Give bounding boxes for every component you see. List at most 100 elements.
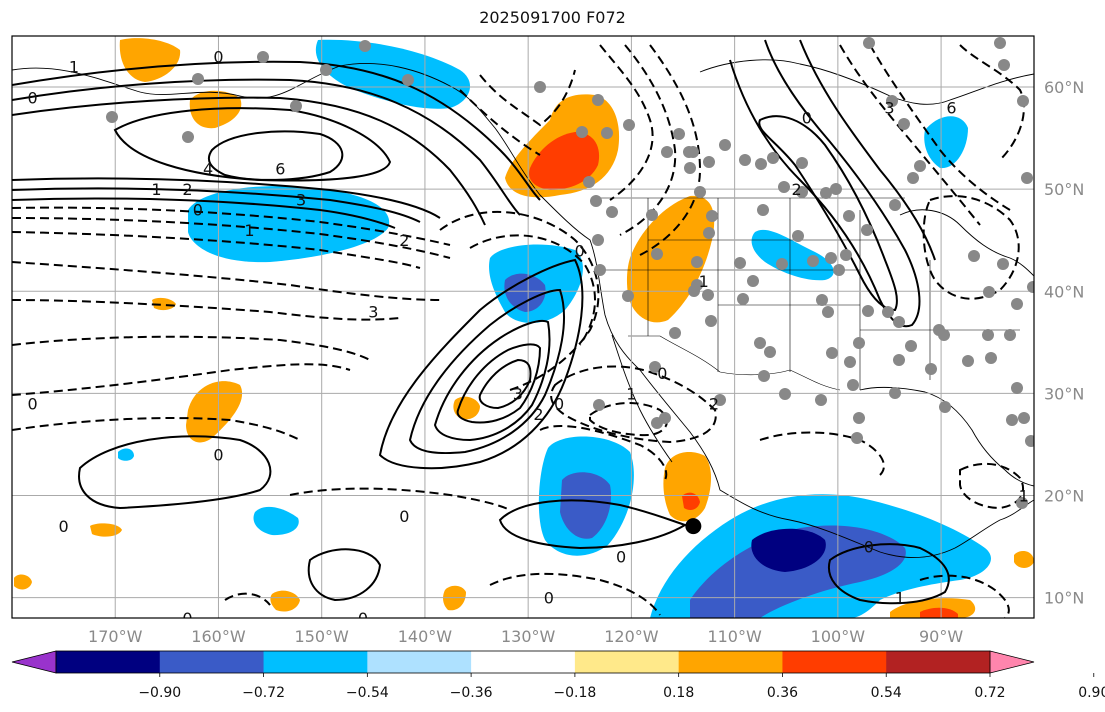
station-point — [938, 329, 950, 341]
station-point — [1011, 382, 1023, 394]
lon-tick-label: 140°W — [398, 627, 453, 646]
station-point — [844, 356, 856, 368]
station-point — [673, 128, 685, 140]
station-point — [623, 119, 635, 131]
contour-label: 0 — [358, 609, 368, 628]
contour-line — [12, 197, 396, 229]
contour-line — [959, 44, 1025, 161]
anomaly-region — [504, 273, 546, 312]
contour-label: 0 — [544, 589, 554, 608]
contour-line — [479, 69, 576, 127]
contour-line — [78, 435, 272, 510]
anomaly-region — [315, 39, 471, 109]
political-boundaries — [595, 197, 1020, 391]
contour-line — [224, 592, 271, 606]
anomaly-region — [751, 528, 826, 572]
station-point — [705, 315, 717, 327]
colorbar-frame — [55, 650, 991, 674]
contour-line — [12, 261, 441, 301]
anomaly-region — [751, 229, 834, 281]
border — [628, 335, 841, 391]
lon-tick-label: 150°W — [295, 627, 350, 646]
station-point — [905, 340, 917, 352]
station-point — [889, 387, 901, 399]
anomaly-region — [924, 116, 968, 169]
colorbar-segment — [263, 651, 368, 673]
station-point — [820, 187, 832, 199]
colorbar-segment — [471, 651, 576, 673]
station-point — [1025, 435, 1034, 447]
station-point — [968, 250, 980, 262]
station-point — [684, 162, 696, 174]
station-point — [815, 394, 827, 406]
station-point — [651, 248, 663, 260]
event-marker[interactable] — [685, 518, 702, 535]
coastline — [611, 334, 673, 463]
contour-label: 1 — [151, 180, 161, 199]
contour-line — [456, 343, 542, 424]
station-point — [734, 257, 746, 269]
coastline — [699, 59, 1034, 105]
station-point — [843, 210, 855, 222]
contour-line — [12, 363, 351, 396]
colorbar-tick-label: −0.72 — [242, 685, 285, 701]
station-point — [862, 305, 874, 317]
colorbar-tick-label: −0.18 — [553, 685, 596, 701]
station-point — [739, 154, 751, 166]
anomaly-region — [560, 472, 612, 539]
lat-tick-label: 10°N — [1044, 589, 1084, 608]
station-point — [601, 127, 613, 139]
station-point — [719, 139, 731, 151]
contour-line — [758, 115, 898, 312]
station-point — [622, 290, 634, 302]
contour-line — [433, 319, 551, 442]
anomaly-region — [119, 38, 181, 82]
page-title: 2025091700 F072 — [479, 8, 626, 27]
contour-line — [799, 39, 936, 261]
contour-label: 0 — [213, 446, 223, 465]
lon-tick-label: 90°W — [919, 627, 963, 646]
station-point — [593, 399, 605, 411]
station-point — [691, 256, 703, 268]
station-point — [994, 37, 1006, 49]
anomaly-region — [270, 590, 300, 612]
station-point — [290, 100, 302, 112]
contour-label: 2 — [791, 180, 801, 199]
contour-line — [539, 424, 668, 481]
lon-tick-label: 100°W — [811, 627, 866, 646]
contour-label: 2 — [182, 180, 192, 199]
contour-line — [113, 107, 392, 182]
contour-label: 4 — [203, 160, 213, 179]
contour-line — [12, 417, 301, 441]
contour-line — [919, 574, 1010, 618]
station-point — [1004, 329, 1016, 341]
station-point — [757, 204, 769, 216]
station-point — [106, 111, 118, 123]
contour-label: 3 — [296, 190, 306, 209]
contour-line — [378, 258, 584, 470]
anomaly-region — [529, 132, 600, 190]
lon-tick-label: 170°W — [88, 627, 143, 646]
anomaly-region — [186, 381, 243, 443]
station-point — [851, 432, 863, 444]
contour-line — [12, 187, 421, 223]
station-point — [646, 209, 658, 221]
station-point — [661, 146, 673, 158]
contour-label: 0 — [864, 538, 874, 557]
contour-line — [869, 44, 1011, 211]
station-point — [840, 249, 852, 261]
station-point — [779, 388, 791, 400]
contour-label: 0 — [28, 395, 38, 414]
contour-label: 1 — [1019, 486, 1029, 505]
contour-label: 0 — [213, 47, 223, 66]
lon-tick-label: 110°W — [707, 627, 762, 646]
station-point — [778, 181, 790, 193]
colorbar-extend-high — [989, 650, 1035, 674]
contour-label: 3 — [368, 303, 378, 322]
contour-label: 1 — [244, 221, 254, 240]
lat-tick-label: 30°N — [1044, 384, 1084, 403]
contour-label: 2 — [399, 231, 409, 250]
station-point — [853, 412, 865, 424]
